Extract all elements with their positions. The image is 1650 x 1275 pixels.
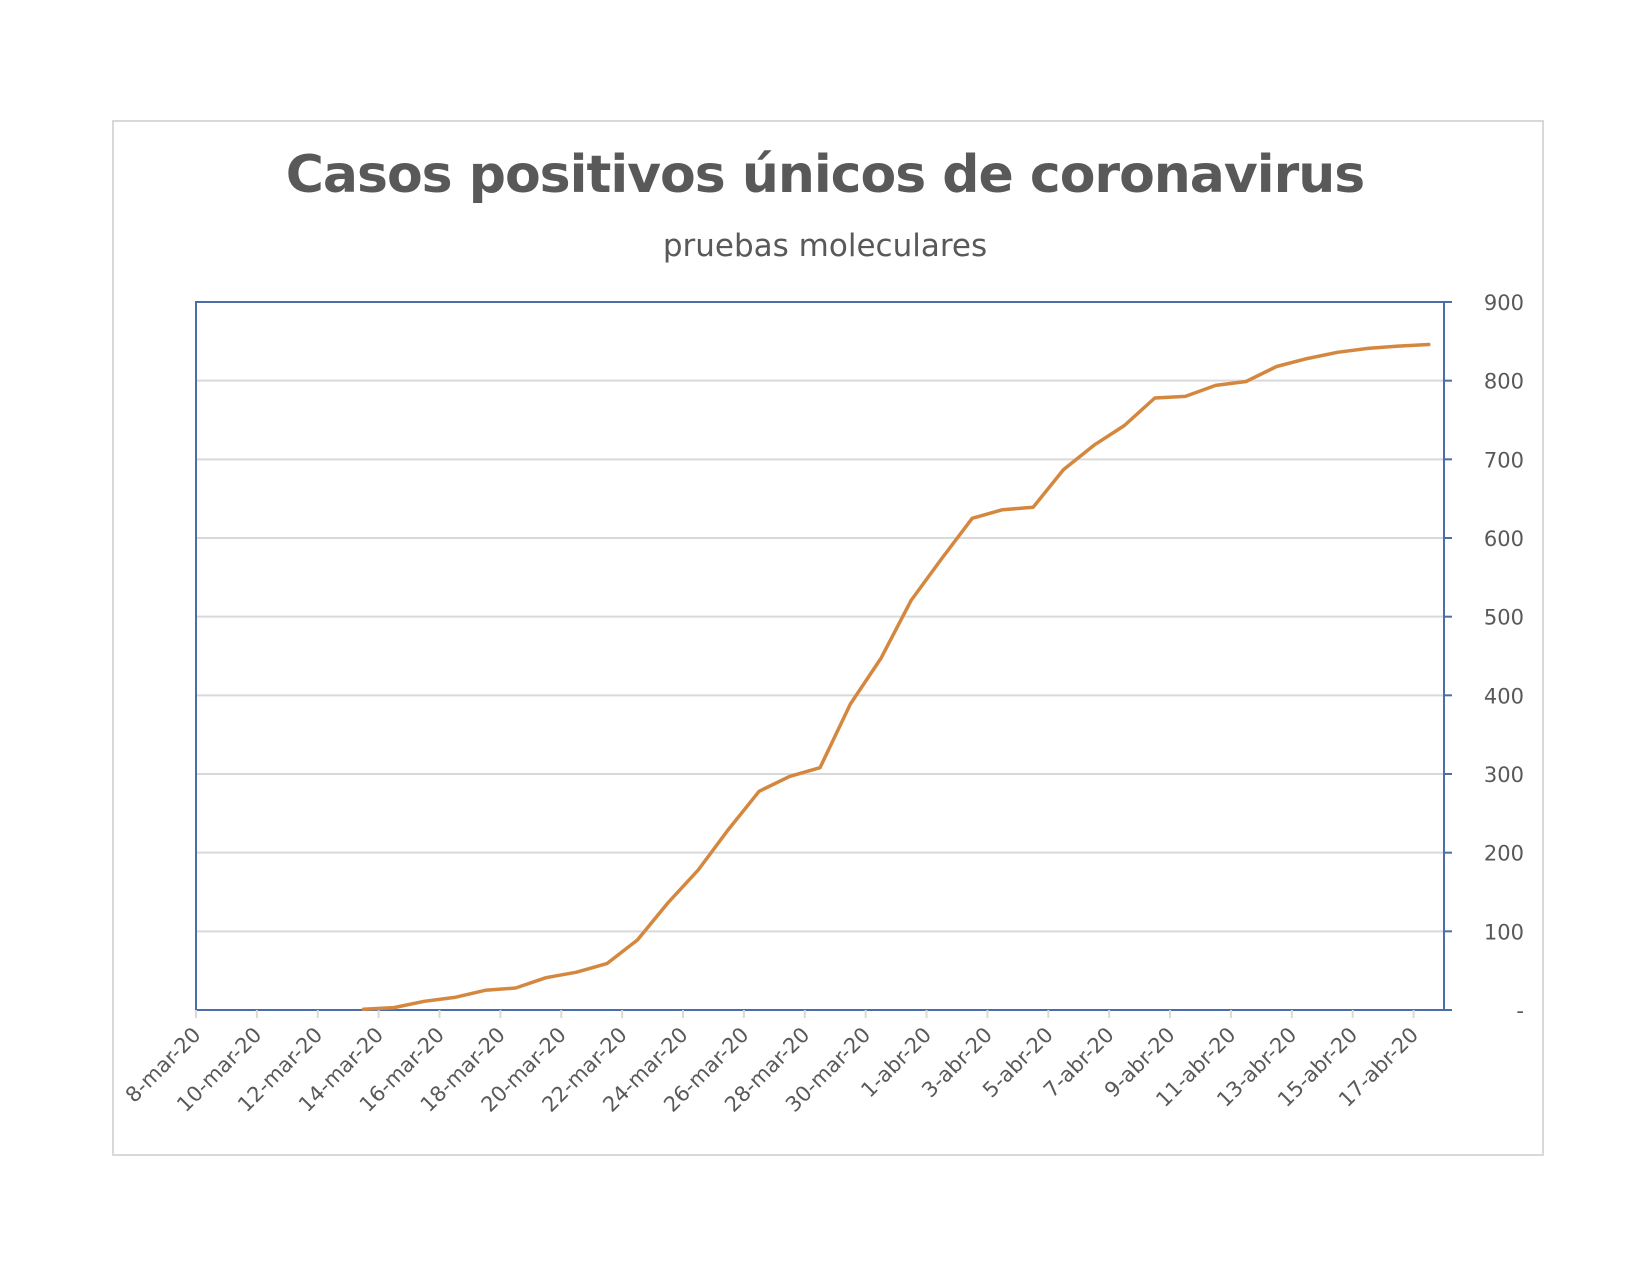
- y-tick-label: 100: [1484, 920, 1524, 944]
- series-line: [361, 342, 1431, 1011]
- chart-frame: [112, 120, 1544, 1156]
- y-tick-label: 500: [1484, 606, 1524, 630]
- y-tick-label: 900: [1484, 291, 1524, 315]
- x-axis-ticks: 8-mar-2010-mar-2012-mar-2014-mar-2016-ma…: [121, 1010, 1423, 1117]
- chart-title: Casos positivos únicos de coronavirus: [285, 145, 1366, 205]
- y-tick-label: -: [1516, 999, 1524, 1023]
- plot-area-border: [195, 301, 1445, 1011]
- y-tick-label: 600: [1484, 527, 1524, 551]
- y-tick-label: 400: [1484, 684, 1524, 708]
- gridlines: [196, 379, 1444, 933]
- series-layer: [361, 342, 1431, 1011]
- y-tick-label: 800: [1484, 370, 1524, 394]
- y-tick-label: 700: [1484, 448, 1524, 472]
- chart-subtitle: pruebas moleculares: [662, 228, 988, 264]
- y-tick-label: 200: [1484, 842, 1524, 866]
- y-axis-ticks: - 100 200 300 400 500 600 700 800 900: [1444, 291, 1524, 1023]
- y-tick-label: 300: [1484, 763, 1524, 787]
